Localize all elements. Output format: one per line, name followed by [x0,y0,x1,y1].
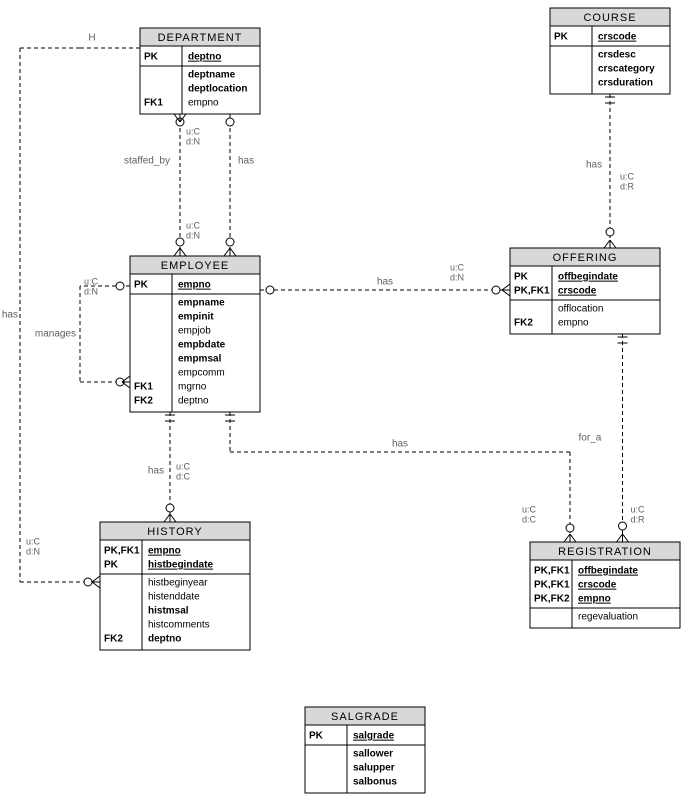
svg-text:salbonus: salbonus [353,777,397,788]
svg-text:u:C: u:C [186,126,201,136]
svg-text:mgrno: mgrno [178,382,207,393]
svg-text:REGISTRATION: REGISTRATION [558,546,652,558]
svg-text:PK: PK [134,280,149,291]
svg-text:d:N: d:N [450,272,464,282]
svg-text:crscategory: crscategory [598,64,655,75]
svg-text:staffed_by: staffed_by [124,156,170,167]
svg-text:histmsal: histmsal [148,606,189,617]
svg-text:empmsal: empmsal [178,354,222,365]
svg-text:SALGRADE: SALGRADE [331,711,399,723]
svg-text:EMPLOYEE: EMPLOYEE [161,260,230,272]
er-diagram-canvas: hasu:Cd:Rfor_au:Cd:Rstaffed_byu:Cd:Nu:Cd… [0,0,690,803]
svg-text:histenddate: histenddate [148,592,200,603]
svg-text:has: has [586,160,602,171]
svg-text:offlocation: offlocation [558,304,603,315]
svg-text:COURSE: COURSE [583,12,636,24]
svg-text:empjob: empjob [178,326,211,337]
svg-text:histcomments: histcomments [148,620,210,631]
svg-text:PK: PK [309,731,324,742]
svg-text:offbegindate: offbegindate [578,566,638,577]
svg-text:empbdate: empbdate [178,340,226,351]
svg-text:DEPARTMENT: DEPARTMENT [158,32,243,44]
svg-text:deptno: deptno [178,396,209,407]
svg-text:PK,FK1: PK,FK1 [534,580,570,591]
svg-text:d:N: d:N [26,546,40,556]
svg-text:FK2: FK2 [514,318,533,329]
svg-text:HISTORY: HISTORY [147,526,203,538]
svg-text:empno: empno [578,594,611,605]
svg-text:has: has [238,156,254,167]
entity-offering: OFFERING PK offbegindate PK,FK1 crscode offlo… [510,248,660,334]
svg-text:d:N: d:N [186,230,200,240]
svg-text:FK1: FK1 [144,98,163,109]
svg-text:d:C: d:C [522,514,537,524]
entity-course: COURSE PK crscode crsdesc crscategory crsdura… [550,8,670,94]
svg-text:u:C: u:C [176,461,191,471]
svg-text:PK: PK [144,52,159,63]
svg-text:PK: PK [554,32,569,43]
svg-text:u:C: u:C [620,171,635,181]
svg-text:salgrade: salgrade [353,731,395,742]
svg-text:histbegindate: histbegindate [148,560,213,571]
svg-text:crsdesc: crsdesc [598,50,636,61]
svg-text:u:C: u:C [450,262,465,272]
svg-text:has: has [392,439,408,450]
svg-text:deptno: deptno [148,634,181,645]
svg-text:u:C: u:C [522,504,537,514]
svg-text:u:C: u:C [26,536,41,546]
svg-text:for_a: for_a [579,433,602,444]
svg-text:PK,FK2: PK,FK2 [534,594,570,605]
svg-text:PK,FK1: PK,FK1 [104,546,140,557]
svg-text:empno: empno [178,280,211,291]
svg-text:u:C: u:C [84,276,99,286]
svg-text:OFFERING: OFFERING [553,252,618,264]
svg-text:has: has [148,466,164,477]
svg-text:has: has [2,310,18,321]
svg-text:deptlocation: deptlocation [188,84,247,95]
entity-department: DEPARTMENT PK deptno deptname deptlocation FK… [140,28,260,114]
svg-text:crscode: crscode [558,286,597,297]
svg-text:sallower: sallower [353,749,393,760]
svg-text:d:N: d:N [84,286,98,296]
svg-text:deptno: deptno [188,52,221,63]
svg-text:d:R: d:R [631,514,646,524]
svg-text:crscode: crscode [598,32,637,43]
svg-text:FK2: FK2 [134,396,153,407]
svg-text:empno: empno [558,318,589,329]
svg-text:FK2: FK2 [104,634,123,645]
svg-text:manages: manages [35,329,76,340]
svg-text:PK,FK1: PK,FK1 [534,566,570,577]
entity-salgrade: SALGRADE PK salgrade sallower salupper salbon… [305,707,425,793]
svg-text:FK1: FK1 [134,382,153,393]
svg-text:offbegindate: offbegindate [558,272,618,283]
svg-text:empcomm: empcomm [178,368,225,379]
svg-text:empinit: empinit [178,312,214,323]
svg-text:d:C: d:C [176,471,191,481]
svg-text:d:R: d:R [620,181,635,191]
svg-text:PK: PK [514,272,529,283]
svg-text:has: has [377,277,393,288]
svg-text:u:C: u:C [186,220,201,230]
svg-text:empname: empname [178,298,225,309]
svg-text:salupper: salupper [353,763,395,774]
entity-employee: EMPLOYEE PK empno empname empinit empjob empbd… [130,256,260,412]
svg-text:deptname: deptname [188,70,236,81]
svg-text:H: H [88,33,95,44]
svg-text:empno: empno [188,98,219,109]
svg-text:d:N: d:N [186,136,200,146]
svg-text:regevaluation: regevaluation [578,612,638,623]
svg-text:PK: PK [104,560,119,571]
entity-history: HISTORY PK,FK1 empno PK histbegindate histbeg… [100,522,250,650]
svg-text:histbeginyear: histbeginyear [148,578,208,589]
svg-text:empno: empno [148,546,181,557]
entity-registration: REGISTRATION PK,FK1 offbegindate PK,FK1 crsc… [530,542,680,628]
svg-text:u:C: u:C [631,504,646,514]
svg-text:crscode: crscode [578,580,617,591]
svg-text:PK,FK1: PK,FK1 [514,286,550,297]
svg-text:crsduration: crsduration [598,78,653,89]
